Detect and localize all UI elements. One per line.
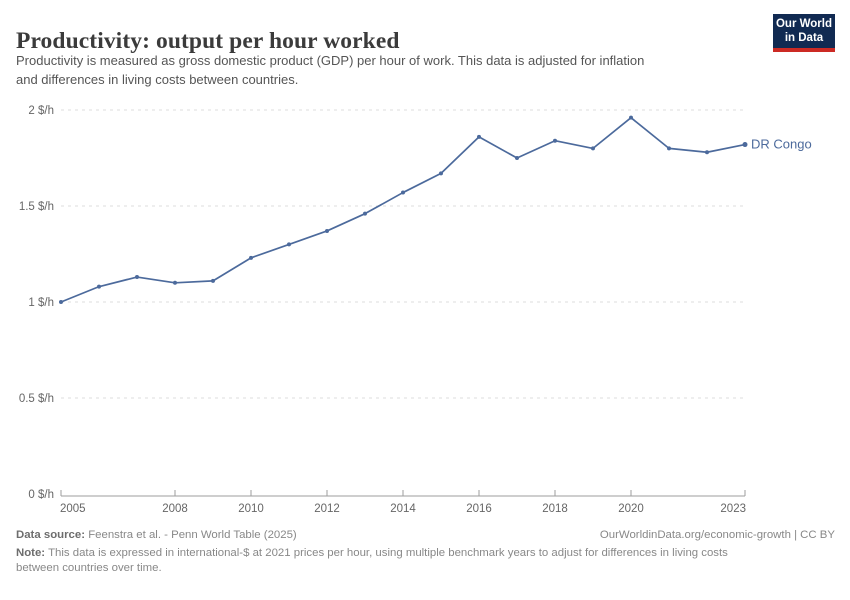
owid-logo-line1: Our World (775, 18, 832, 30)
footer-note-label: Note: (16, 547, 46, 559)
footer-source-row: Data source: Feenstra et al. - Penn Worl… (16, 529, 835, 541)
owid-logo[interactable]: Our World in Data (773, 14, 835, 52)
data-point (629, 115, 633, 120)
y-axis-tick-label: 0.5 $/h (19, 393, 54, 405)
data-point (173, 280, 177, 285)
data-point (325, 228, 329, 233)
y-axis-tick-label: 0 $/h (28, 489, 54, 501)
series-end-label: DR Congo (751, 137, 812, 152)
data-point (667, 146, 671, 151)
data-point (742, 142, 748, 148)
productivity-line-chart: 0 $/h 0.5 $/h 1 $/h 1.5 $/h 2 $/h 2005 2008 201… (19, 105, 812, 515)
data-source-text: Feenstra et al. - Penn World Table (2025… (88, 529, 297, 541)
data-point (249, 255, 253, 260)
x-axis-tick-label: 2016 (466, 503, 492, 515)
owid-logo-line2: in Data (784, 31, 824, 44)
data-point (553, 138, 557, 143)
data-point (401, 190, 405, 195)
footer-note-line2: between countries over time. (16, 562, 162, 574)
x-axis-tick-label: 2012 (314, 503, 340, 515)
footer-link[interactable]: OurWorldinData.org/economic-growth | CC … (599, 529, 835, 541)
y-axis-tick-label: 2 $/h (28, 105, 54, 117)
series-dr-congo[interactable]: DR Congo (59, 115, 812, 304)
footer-note: Note: This data is expressed in internat… (16, 546, 835, 576)
data-source: Data source: Feenstra et al. - Penn Worl… (16, 529, 297, 541)
data-point (591, 146, 595, 151)
data-point (135, 275, 139, 280)
y-axis-tick-label: 1 $/h (28, 297, 54, 309)
data-source-label: Data source: (16, 529, 86, 541)
x-axis-tick-label: 2023 (720, 503, 746, 515)
data-point (363, 211, 367, 216)
series-line (60, 116, 746, 303)
data-point (97, 284, 101, 289)
data-point (59, 300, 63, 304)
chart-subtitle-line1: Productivity is measured as gross domest… (16, 53, 645, 68)
x-axis-tick-label: 2018 (542, 503, 568, 515)
y-axis-tick-label: 1.5 $/h (19, 201, 54, 213)
x-axis-tick-label: 2008 (162, 503, 188, 515)
x-axis-tick-label: 2010 (238, 503, 264, 515)
data-point (515, 156, 519, 160)
x-axis-tick-label: 2005 (60, 503, 86, 515)
data-point (705, 150, 709, 155)
data-point (211, 278, 215, 283)
x-axis-tick-label: 2020 (618, 503, 644, 515)
chart-subtitle-line2: and differences in living costs between … (16, 71, 299, 87)
data-point (287, 242, 291, 247)
x-axis-tick-label: 2014 (390, 503, 416, 515)
footer-note-line1: This data is expressed in international-… (48, 547, 728, 559)
data-point (439, 171, 443, 176)
data-point (477, 134, 481, 139)
chart-subtitle: Productivity is measured as gross domest… (16, 52, 644, 89)
page-title: Productivity: output per hour worked (16, 27, 400, 54)
chart-footer: Data source: Feenstra et al. - Penn Worl… (16, 529, 835, 576)
